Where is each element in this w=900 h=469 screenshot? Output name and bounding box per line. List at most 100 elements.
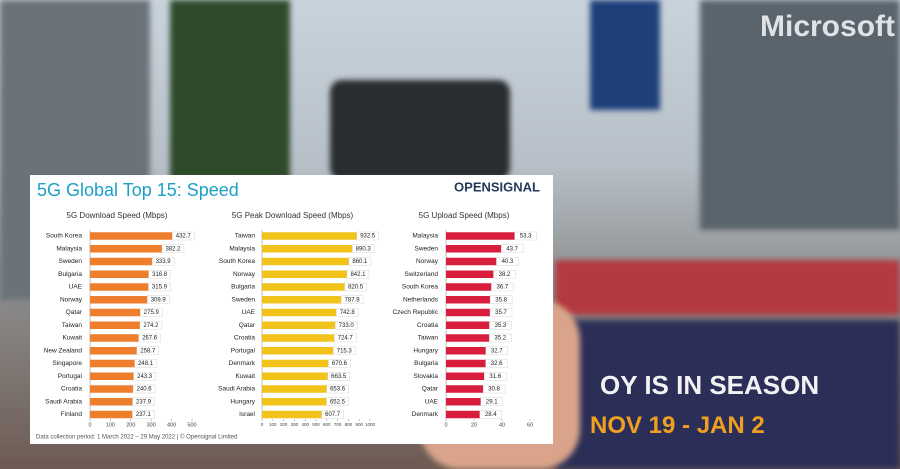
category-label: Netherlands xyxy=(403,296,439,303)
value-label: 382.2 xyxy=(165,246,181,252)
category-label: Saudi Arabia xyxy=(218,386,255,393)
panel-title: 5G Download Speed (Mbps) xyxy=(67,211,168,220)
bar xyxy=(90,410,139,419)
value-label: 932.5 xyxy=(360,234,376,240)
x-tick-label: 400 xyxy=(301,422,309,427)
value-label-box xyxy=(132,410,155,419)
category-label: UAE xyxy=(69,284,83,291)
value-label: 43.7 xyxy=(506,246,518,252)
value-label: 724.7 xyxy=(338,336,354,342)
category-label: Portugal xyxy=(231,347,256,354)
category-label: Malaysia xyxy=(412,233,438,240)
category-label: UAE xyxy=(242,309,256,316)
category-label: Norway xyxy=(233,271,256,278)
value-label-box xyxy=(344,282,367,292)
bar xyxy=(446,296,497,304)
value-label: 653.6 xyxy=(330,387,346,393)
bar xyxy=(90,347,143,355)
bar xyxy=(262,410,328,419)
category-label: Kuwait xyxy=(235,373,255,380)
x-tick-label: 100 xyxy=(269,422,277,427)
category-label: Slovakia xyxy=(413,373,438,380)
value-label-box xyxy=(321,410,344,419)
bar xyxy=(262,334,341,342)
value-label: 670.6 xyxy=(332,361,348,367)
value-label: 663.5 xyxy=(331,374,347,380)
bar xyxy=(446,398,487,406)
bar xyxy=(446,257,503,266)
value-label: 248.1 xyxy=(138,361,154,367)
value-label-box xyxy=(148,282,171,292)
category-label: South Korea xyxy=(46,233,83,240)
value-label-box xyxy=(489,333,512,343)
value-label: 243.3 xyxy=(137,374,153,380)
category-label: Qatar xyxy=(239,322,256,329)
value-label-box xyxy=(133,372,156,381)
value-label-box xyxy=(348,257,372,266)
value-label: 40.3 xyxy=(502,259,514,265)
value-label-box xyxy=(485,346,508,355)
bar xyxy=(90,372,140,380)
category-label: Singapore xyxy=(52,360,82,367)
value-label-box xyxy=(334,333,357,343)
category-label: Qatar xyxy=(422,386,439,393)
category-label: Taiwan xyxy=(62,322,83,329)
x-tick-label: 400 xyxy=(167,422,176,428)
bar xyxy=(90,308,147,317)
bar xyxy=(446,359,492,368)
value-label: 733.0 xyxy=(339,323,355,329)
value-label: 30.8 xyxy=(488,387,500,393)
category-label: Czech Republic xyxy=(392,309,438,316)
value-label: 35.8 xyxy=(495,297,507,303)
bar xyxy=(90,398,139,406)
bar xyxy=(262,283,351,291)
category-label: Taiwan xyxy=(418,335,439,342)
x-tick-label: 100 xyxy=(106,422,115,428)
category-label: Bulgaria xyxy=(231,284,255,291)
sign-text: Microsoft xyxy=(760,10,895,43)
bar xyxy=(90,321,146,329)
value-label: 890.3 xyxy=(356,246,372,252)
bar xyxy=(446,410,486,419)
value-label-box xyxy=(333,346,356,355)
category-label: Portugal xyxy=(58,373,83,380)
value-label: 29.1 xyxy=(486,399,498,405)
value-label: 38.2 xyxy=(499,272,511,278)
x-tick-label: 500 xyxy=(312,422,320,427)
category-label: Sweden xyxy=(232,296,256,303)
x-tick-label: 0 xyxy=(88,422,91,428)
x-tick-label: 800 xyxy=(345,422,353,427)
x-tick-label: 500 xyxy=(187,422,196,428)
bar xyxy=(90,334,145,342)
value-label: 275.9 xyxy=(144,310,160,316)
value-label-box xyxy=(480,397,503,406)
value-label-box xyxy=(491,282,514,292)
value-label-box xyxy=(132,384,156,394)
value-label: 333.9 xyxy=(156,259,172,265)
value-label: 607.7 xyxy=(325,412,341,418)
bar xyxy=(446,308,496,317)
bar xyxy=(262,359,335,368)
category-label: Saudi Arabia xyxy=(45,398,82,405)
category-label: Israel xyxy=(239,411,255,418)
category-label: Hungary xyxy=(230,398,255,405)
value-label-box xyxy=(327,372,350,381)
value-label: 860.1 xyxy=(352,259,368,265)
bar xyxy=(262,245,359,253)
category-label: Croatia xyxy=(417,322,438,329)
value-label: 237.1 xyxy=(136,412,152,418)
value-label: 274.2 xyxy=(143,323,159,329)
bar xyxy=(90,359,141,368)
x-tick-label: 200 xyxy=(280,422,288,427)
x-tick-label: 0 xyxy=(444,422,447,428)
value-label: 28.4 xyxy=(485,412,497,418)
value-label: 35.3 xyxy=(495,323,507,329)
x-tick-label: 20 xyxy=(471,422,477,428)
bar xyxy=(446,232,521,240)
value-label-box xyxy=(484,372,507,381)
value-label-box xyxy=(489,321,512,330)
value-label-box xyxy=(356,231,379,241)
x-tick-label: 40 xyxy=(499,422,505,428)
value-label-box xyxy=(328,359,351,368)
